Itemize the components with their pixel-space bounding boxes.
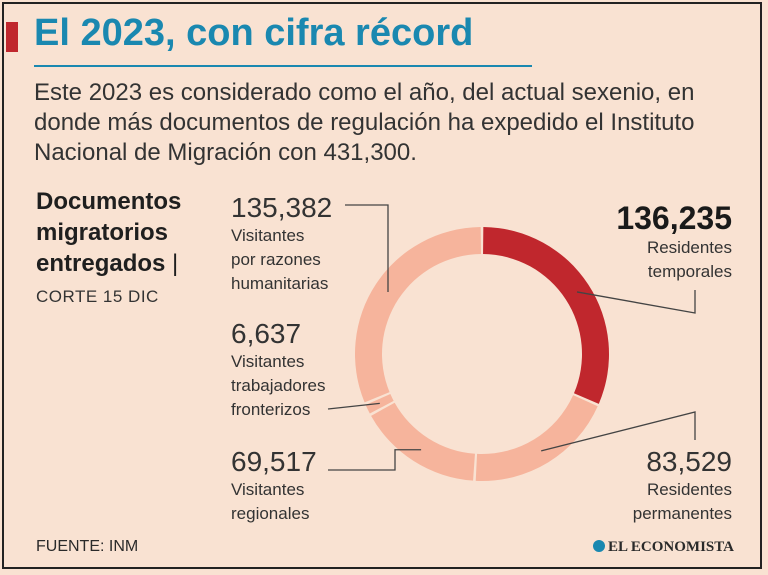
leader-line — [328, 449, 422, 471]
chart-heading-line: Documentos — [36, 188, 182, 215]
category-label: regionales — [231, 504, 310, 523]
category-label: trabajadores — [231, 376, 326, 395]
donut-segment — [475, 395, 598, 482]
heading-separator: | — [172, 250, 179, 277]
category-label: fronterizos — [231, 400, 311, 419]
label-visitantes-trabajadores: 6,637 Visitantes trabajadores fronterizo… — [231, 318, 326, 422]
leader-line — [576, 290, 696, 314]
label-residentes-permanentes: 83,529 Residentes permanentes — [633, 446, 732, 526]
cutoff-date: CORTE 15 DIC — [36, 287, 159, 306]
label-visitantes-regionales: 69,517 Visitantes regionales — [231, 446, 317, 526]
leader-line — [541, 411, 696, 452]
value-label: 83,529 — [646, 446, 732, 477]
value-label: 69,517 — [231, 446, 317, 477]
category-label: temporales — [647, 262, 732, 281]
page-title: El 2023, con cifra récord — [34, 12, 474, 54]
chart-heading: Documentos migratorios entregados | — [36, 186, 181, 279]
category-label: permanentes — [632, 504, 732, 523]
value-label: 136,235 — [616, 200, 732, 236]
category-label: por razones — [231, 250, 321, 269]
logo-text: EL ECONOMISTA — [608, 539, 734, 555]
label-visitantes-humanitarias: 135,382 Visitantes por razones humanitar… — [231, 192, 332, 296]
intro-text: Este 2023 es considerado como el año, de… — [34, 79, 695, 166]
category-label: Residentes — [646, 238, 732, 257]
title-underline — [34, 65, 532, 67]
category-label: Visitantes — [231, 226, 305, 245]
leader-line — [327, 402, 380, 410]
brand-logo: EL ECONOMISTA — [593, 539, 734, 556]
category-label: Visitantes — [231, 480, 305, 499]
leader-line — [345, 204, 389, 293]
infographic-frame — [2, 2, 762, 569]
donut-segment — [354, 227, 481, 403]
value-label: 6,637 — [231, 318, 302, 349]
logo-icon — [593, 540, 605, 552]
label-residentes-temporales: 136,235 Residentes temporales — [616, 200, 732, 284]
donut-segment — [483, 227, 609, 404]
category-label: Visitantes — [231, 352, 305, 371]
chart-heading-line: migratorios — [36, 219, 169, 246]
value-label: 135,382 — [231, 192, 333, 223]
chart-heading-line: entregados — [36, 250, 166, 277]
source-note: FUENTE: INM — [36, 538, 139, 555]
donut-segment — [371, 402, 475, 481]
title-accent-bar — [6, 22, 18, 52]
category-label: humanitarias — [231, 274, 329, 293]
category-label: Residentes — [646, 480, 732, 499]
